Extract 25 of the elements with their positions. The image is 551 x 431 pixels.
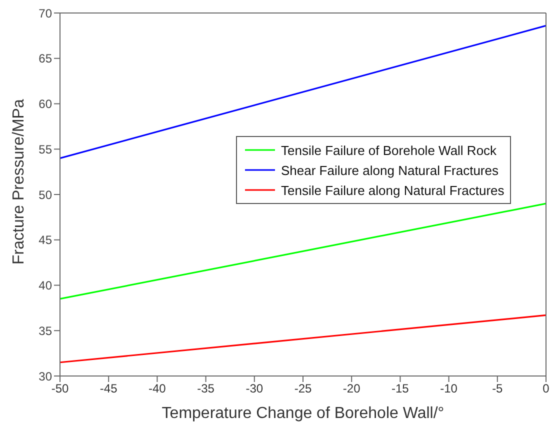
x-tick-label: -45 — [100, 382, 118, 396]
x-axis-title: Temperature Change of Borehole Wall/° — [162, 405, 444, 422]
x-tick-label: -25 — [294, 382, 312, 396]
y-tick-label: 70 — [38, 6, 52, 20]
x-tick-label: -20 — [342, 382, 361, 396]
x-tick-label: -40 — [148, 382, 166, 396]
x-tick-label: -50 — [51, 382, 69, 396]
y-tick-label: 30 — [38, 369, 52, 384]
legend-label: Shear Failure along Natural Fractures — [281, 162, 498, 178]
y-tick-label: 40 — [38, 278, 52, 293]
y-tick-label: 65 — [38, 52, 52, 66]
y-tick-label: 60 — [38, 97, 52, 112]
y-tick-label: 55 — [38, 142, 52, 156]
y-tick-label: 35 — [38, 324, 52, 338]
x-tick-label: -10 — [440, 382, 458, 396]
x-tick-label: -35 — [197, 382, 215, 396]
x-tick-label: -5 — [492, 382, 504, 396]
x-tick-label: -30 — [246, 382, 264, 396]
x-tick-label: 0 — [542, 382, 550, 396]
y-tick-label: 45 — [38, 233, 52, 248]
legend-label: Tensile Failure of Borehole Wall Rock — [281, 142, 497, 158]
x-tick-label: -15 — [392, 382, 410, 396]
legend-label: Tensile Failure along Natural Fractures — [281, 182, 504, 198]
y-axis-title: Fracture Pressure/MPa — [10, 99, 28, 264]
y-tick-label: 50 — [38, 188, 52, 202]
